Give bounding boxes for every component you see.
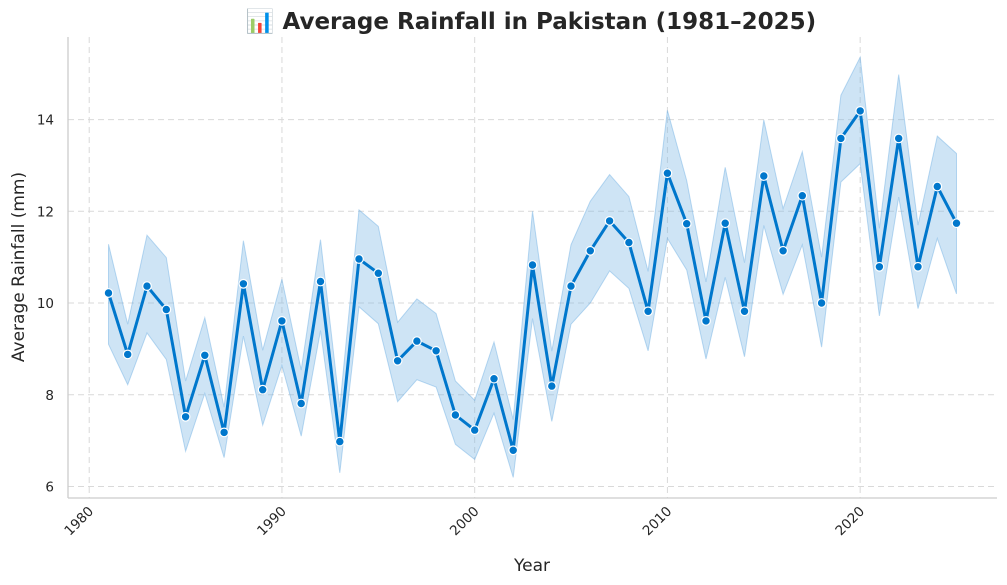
data-point [142, 281, 152, 292]
data-point [508, 445, 519, 456]
data-point [527, 260, 538, 270]
data-point [585, 245, 596, 256]
x-tick-label: 2000 [447, 504, 483, 540]
data-point [778, 245, 788, 256]
x-tick-label: 2020 [832, 504, 868, 540]
data-point [566, 281, 576, 292]
data-point [296, 398, 307, 409]
data-point [643, 306, 653, 317]
data-point [874, 261, 885, 272]
data-point [219, 427, 230, 438]
data-point [392, 355, 403, 366]
y-tick-labels: 6 8 10 12 14 [37, 113, 54, 496]
data-point-layer [103, 105, 962, 456]
y-axis-label: Average Rainfall (mm) [9, 172, 29, 362]
data-point [277, 316, 287, 326]
data-point [489, 373, 499, 384]
data-point [624, 237, 634, 248]
y-tick-label: 12 [37, 204, 54, 220]
y-tick-label: 6 [45, 480, 54, 496]
data-point [797, 190, 808, 201]
data-point [739, 306, 750, 317]
y-tick-label: 10 [37, 296, 54, 312]
data-point [161, 304, 172, 315]
data-point [951, 218, 962, 229]
x-axis-label: Year [513, 556, 550, 576]
x-tick-label: 2010 [640, 504, 676, 540]
data-point [199, 350, 210, 361]
chart-title: 📊 Average Rainfall in Pakistan (1981–202… [246, 8, 816, 35]
data-point [913, 261, 923, 272]
data-point [469, 425, 480, 436]
data-point [257, 384, 268, 395]
data-point [431, 345, 442, 356]
data-point [180, 411, 191, 422]
data-point [238, 278, 249, 289]
y-tick-label: 14 [37, 113, 54, 129]
x-tick-label: 1990 [254, 504, 290, 540]
data-point [604, 215, 615, 226]
data-point [681, 218, 692, 229]
axes-spines [67, 37, 997, 499]
data-point [816, 298, 827, 308]
data-point [334, 436, 345, 447]
data-point [720, 218, 731, 229]
x-tick-labels: 1980 1990 2000 2010 2020 [61, 504, 868, 540]
data-point [701, 316, 711, 326]
data-point [546, 381, 557, 392]
data-point [855, 105, 866, 116]
data-point [373, 268, 384, 279]
x-tick-label: 1980 [61, 504, 97, 540]
data-point [412, 336, 422, 347]
data-point [893, 133, 904, 144]
data-point [758, 171, 769, 181]
data-point [315, 276, 326, 287]
data-point [103, 288, 114, 298]
y-tick-label: 8 [45, 388, 54, 404]
data-point [122, 349, 133, 360]
grid-layer [68, 37, 997, 498]
data-point [450, 410, 461, 420]
data-point [932, 181, 943, 192]
data-point [354, 254, 364, 264]
data-point [836, 133, 846, 144]
data-point [662, 168, 673, 179]
